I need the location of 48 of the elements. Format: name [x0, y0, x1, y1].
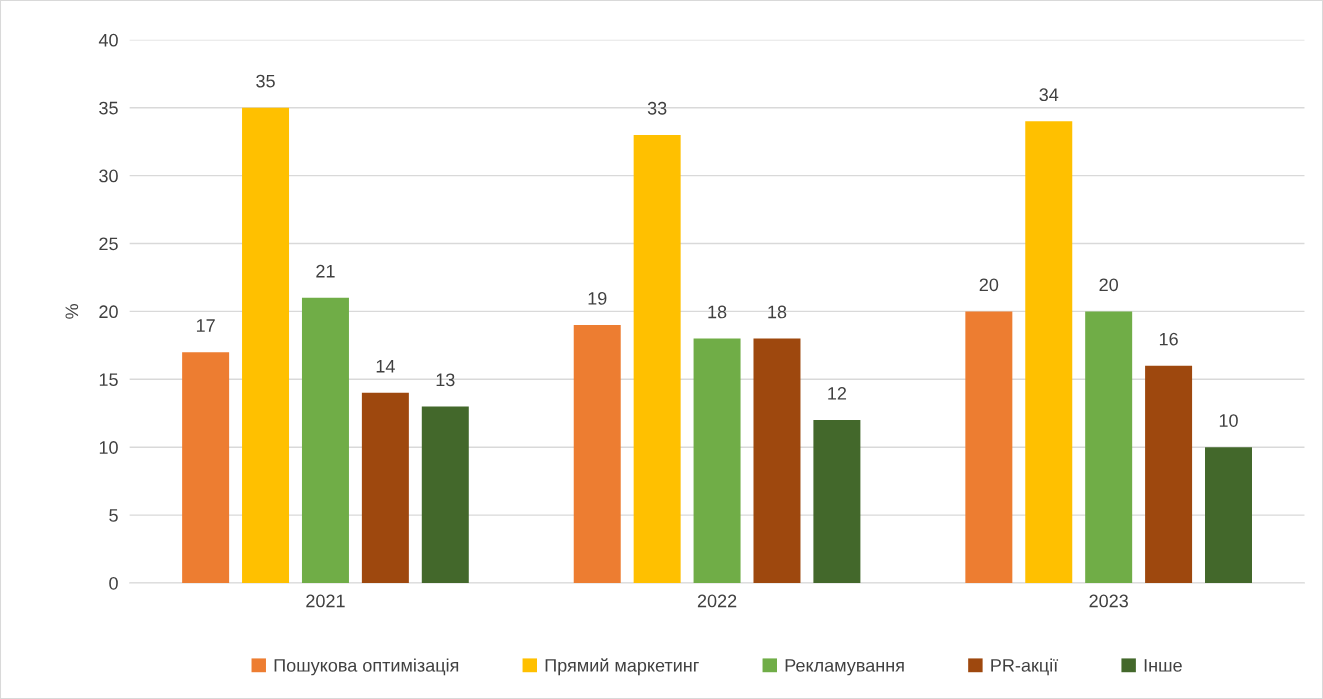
bar	[242, 107, 290, 583]
y-tick-label: 5	[109, 509, 118, 522]
bar	[753, 338, 801, 583]
bar	[1205, 447, 1252, 583]
y-tick-label: 25	[99, 237, 118, 251]
bar	[301, 297, 349, 583]
legend-label: Пошукова оптимізація	[274, 658, 459, 676]
y-tick-label: 20	[99, 305, 118, 319]
bar	[633, 134, 681, 583]
x-tick-label: 2023	[1089, 594, 1128, 608]
y-tick-label: 15	[99, 373, 118, 387]
data-label: 18	[768, 305, 787, 319]
bar	[361, 392, 409, 583]
data-label: 20	[1099, 278, 1119, 292]
data-label: 20	[979, 278, 999, 292]
y-tick-label: 10	[99, 441, 118, 454]
bar	[573, 324, 621, 583]
data-label: 16	[1159, 332, 1178, 346]
bar	[1025, 121, 1073, 583]
data-label: 17	[196, 319, 215, 332]
data-label: 34	[1039, 88, 1059, 102]
x-tick-label: 2022	[697, 594, 737, 608]
x-tick-label: 2021	[306, 594, 345, 608]
data-label: 21	[316, 264, 335, 278]
bar	[1085, 311, 1133, 583]
bar	[182, 352, 230, 583]
y-tick-label: 0	[109, 576, 118, 590]
bar	[693, 338, 741, 583]
bar	[965, 311, 1013, 583]
legend-label: PR-акції	[991, 658, 1059, 676]
data-label: 33	[647, 101, 667, 115]
data-label: 14	[376, 360, 395, 373]
y-tick-label: 35	[99, 101, 118, 115]
legend-label: Рекламування	[785, 659, 904, 676]
y-tick-label: 40	[98, 33, 118, 47]
bar	[421, 406, 469, 583]
data-label: 19	[588, 291, 607, 305]
legend-label: Прямий маркетинг	[545, 658, 699, 676]
data-label: 10	[1219, 414, 1238, 427]
data-label: 12	[828, 387, 847, 400]
legend-label: Інше	[1144, 659, 1182, 672]
y-axis-title: %	[65, 304, 79, 319]
bar	[813, 420, 861, 583]
bar	[1145, 365, 1193, 583]
data-label: 13	[436, 373, 455, 387]
data-label: 35	[256, 74, 275, 88]
y-tick-label: 30	[99, 169, 118, 183]
data-label: 18	[708, 305, 727, 319]
